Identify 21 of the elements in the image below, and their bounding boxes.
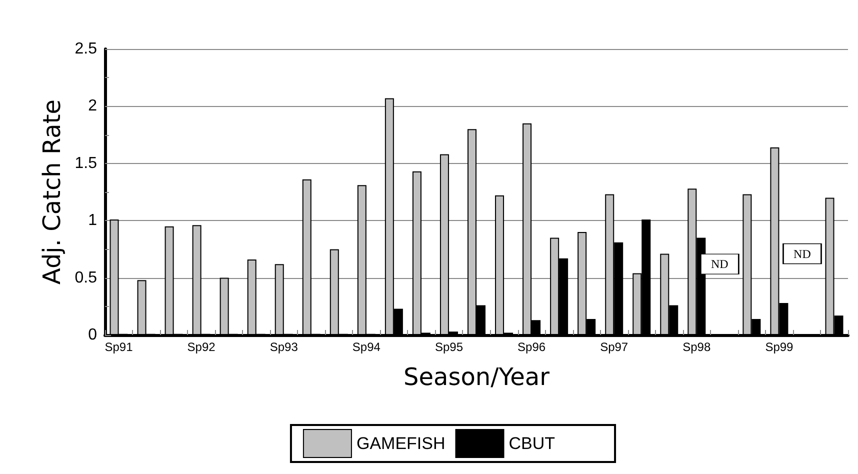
annotation: ND — [710, 257, 729, 272]
legend-label: GAMEFISH — [356, 434, 446, 453]
y-tick-label: 0.5 — [74, 269, 98, 286]
x-tick-label: Sp99 — [765, 340, 794, 354]
x-tick-label: Sp97 — [600, 340, 628, 354]
legend-label: CBUT — [508, 434, 556, 453]
y-tick-label: 2.5 — [74, 40, 98, 58]
x-tick-label: Sp92 — [187, 340, 216, 354]
y-axis-title: Adj. Catch Rate — [38, 99, 66, 285]
x-tick-label: Sp96 — [518, 340, 546, 354]
x-tick-label: Sp93 — [270, 340, 298, 354]
y-tick-label: 1.5 — [74, 154, 98, 172]
x-tick-label: Sp98 — [682, 340, 711, 354]
x-tick-label: Sp91 — [104, 340, 134, 354]
x-tick-label: Sp95 — [434, 340, 464, 354]
x-tick-label: Sp94 — [352, 340, 381, 354]
x-axis-title: Season/Year — [403, 363, 550, 391]
y-tick-label: 0 — [88, 326, 98, 344]
annotation: ND — [794, 246, 812, 261]
y-tick-label: 1 — [88, 212, 98, 230]
y-tick-label: 2 — [88, 98, 98, 115]
